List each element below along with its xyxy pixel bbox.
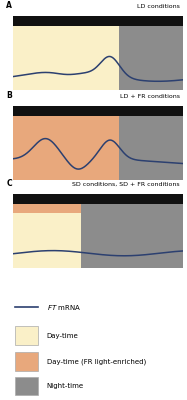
FancyBboxPatch shape (15, 377, 38, 396)
Text: LD conditions: LD conditions (137, 4, 180, 9)
FancyBboxPatch shape (15, 326, 38, 345)
FancyBboxPatch shape (13, 204, 81, 213)
FancyBboxPatch shape (13, 194, 183, 204)
Text: Night-time: Night-time (47, 383, 84, 389)
FancyBboxPatch shape (119, 16, 183, 90)
FancyBboxPatch shape (13, 106, 119, 180)
Text: SD conditions, SD + FR conditions: SD conditions, SD + FR conditions (72, 182, 180, 186)
FancyBboxPatch shape (13, 106, 183, 116)
Text: LD + FR conditions: LD + FR conditions (120, 94, 180, 98)
Text: Day-time: Day-time (47, 332, 79, 338)
FancyBboxPatch shape (13, 194, 81, 268)
FancyBboxPatch shape (15, 352, 38, 371)
Text: C: C (6, 179, 12, 188)
Text: A: A (6, 1, 12, 10)
FancyBboxPatch shape (13, 16, 183, 26)
Text: Day-time (FR light-enriched): Day-time (FR light-enriched) (47, 358, 146, 365)
Text: B: B (6, 91, 12, 100)
FancyBboxPatch shape (13, 16, 119, 90)
FancyBboxPatch shape (81, 194, 183, 268)
FancyBboxPatch shape (119, 106, 183, 180)
Text: $\it{FT}$ mRNA: $\it{FT}$ mRNA (47, 303, 81, 312)
